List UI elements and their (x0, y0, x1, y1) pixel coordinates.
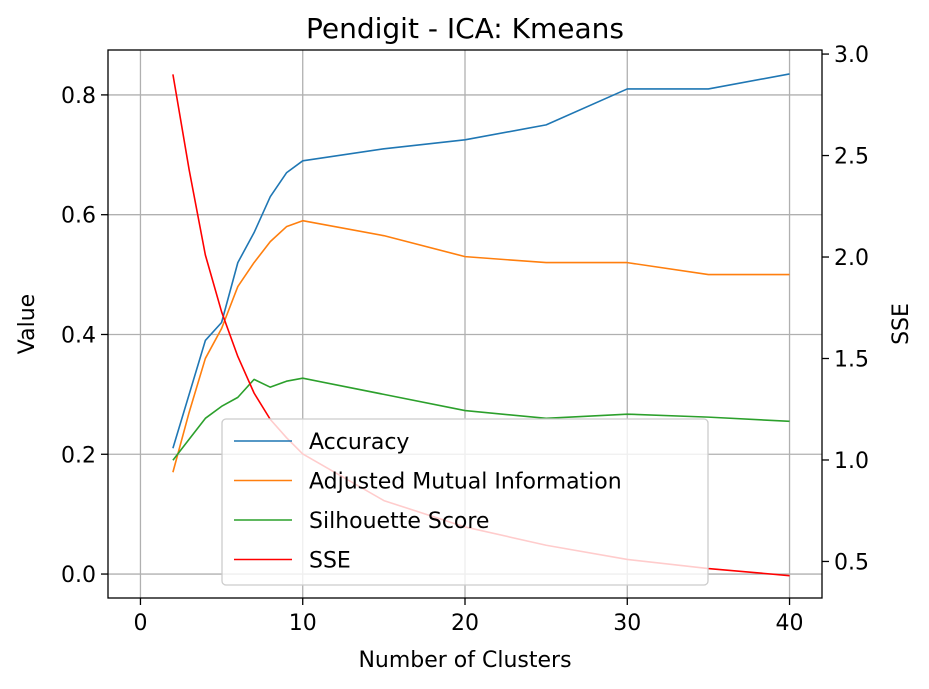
y-tick-label: 0.2 (61, 443, 96, 468)
y2-tick-label: 0.5 (834, 550, 869, 575)
x-axis-label: Number of Clusters (358, 648, 571, 673)
axis-ticks: 0 10 20 30 40 0.0 0.2 0.4 0.6 0.8 0.5 1.0 1.5 2.0 2.5 3… (61, 43, 869, 636)
y2-tick-label: 2.5 (834, 145, 869, 170)
x-tick-label: 0 (133, 611, 147, 636)
x-tick-label: 10 (289, 611, 317, 636)
y2-axis-label: SSE (889, 303, 914, 345)
series-line-silhouette-score (172, 377, 790, 461)
x-tick-label: 20 (451, 611, 479, 636)
y-tick-label: 0.8 (61, 84, 96, 109)
legend-label: SSE (309, 549, 351, 574)
y-tick-label: 0.0 (61, 563, 96, 588)
x-tick-label: 40 (776, 611, 804, 636)
y-tick-label: 0.4 (61, 323, 96, 348)
y2-tick-label: 3.0 (834, 43, 869, 68)
series-line-accuracy (172, 73, 790, 449)
y-axis-label: Value (15, 294, 40, 354)
y-tick-label: 0.6 (61, 204, 96, 229)
y2-tick-label: 2.0 (834, 246, 869, 271)
legend-box (221, 418, 709, 586)
legend-label: Accuracy (309, 430, 409, 455)
legend-label: Adjusted Mutual Information (309, 470, 622, 495)
series-line-adjusted-mutual-information (172, 219, 790, 473)
legend: Accuracy Adjusted Mutual Information Silho… (221, 418, 709, 586)
legend-label: Silhouette Score (309, 509, 489, 534)
y2-tick-label: 1.5 (834, 348, 869, 373)
x-tick-label: 30 (613, 611, 641, 636)
y2-tick-label: 1.0 (834, 449, 869, 474)
chart-title: Pendigit - ICA: Kmeans (306, 12, 624, 45)
